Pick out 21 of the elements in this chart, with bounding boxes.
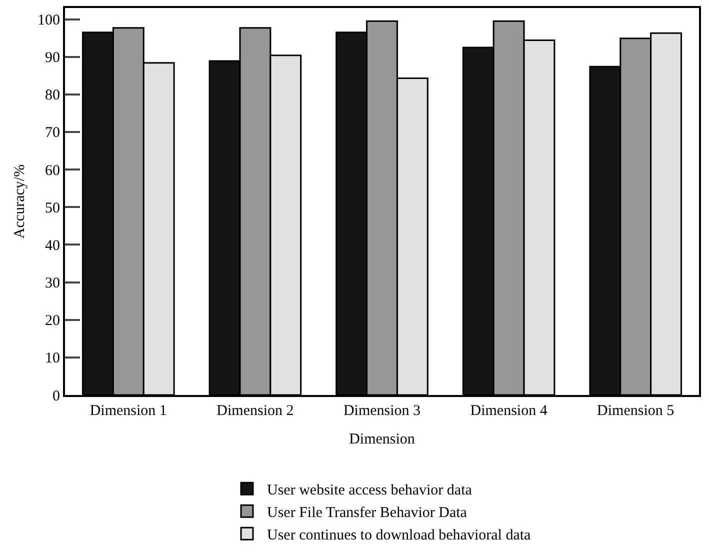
y-axis-title: Accuracy/% — [12, 164, 28, 239]
y-tick-label: 90 — [45, 50, 60, 66]
y-tick-label: 0 — [52, 388, 60, 404]
x-tick-label: Dimension 5 — [597, 403, 674, 419]
legend-label: User continues to download behavioral data — [267, 528, 532, 544]
y-tick-label: 30 — [45, 276, 60, 292]
y-tick-label: 80 — [45, 88, 60, 104]
x-axis-title: Dimension — [349, 432, 416, 448]
y-tick-label: 10 — [45, 350, 60, 367]
x-tick-label: Dimension 1 — [90, 403, 167, 419]
x-tick-label: Dimension 3 — [343, 403, 421, 419]
y-tick-label: 60 — [45, 162, 60, 179]
y-tick-label: 20 — [45, 313, 60, 330]
x-tick-label: Dimension 4 — [470, 403, 548, 419]
legend-label: User website access behavior data — [267, 482, 472, 498]
y-tick-label: 50 — [45, 200, 60, 216]
y-tick-label: 40 — [45, 238, 60, 254]
y-tick-label: 70 — [45, 125, 60, 142]
y-tick-label: 100 — [38, 12, 60, 29]
x-tick-label: Dimension 2 — [216, 403, 294, 419]
legend-label: User File Transfer Behavior Data — [267, 505, 468, 521]
